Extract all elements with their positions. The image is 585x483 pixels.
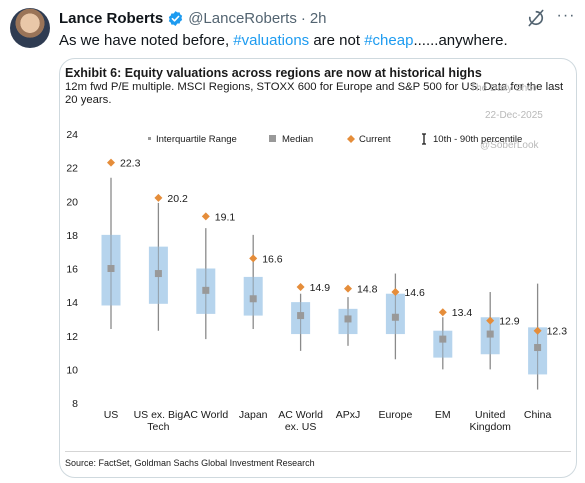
median-marker (344, 315, 352, 323)
watermark-brand: The Daily Shot (470, 83, 536, 94)
legend-current-label: Current (359, 134, 391, 145)
current-marker (201, 212, 210, 221)
median-marker (534, 344, 542, 352)
current-value-label: 20.2 (167, 193, 188, 205)
x-tick-label: ex. US (285, 421, 317, 433)
y-tick-label: 14 (66, 297, 78, 309)
y-tick-label: 16 (66, 264, 78, 276)
current-value-label: 14.8 (357, 284, 378, 296)
current-marker (296, 282, 305, 291)
current-marker (154, 193, 163, 202)
median-marker (297, 312, 305, 320)
legend-iqr-label: Interquartile Range (156, 134, 237, 145)
x-tick-label: US (104, 409, 119, 421)
more-options-icon[interactable]: ··· (556, 7, 576, 24)
current-marker (486, 316, 495, 325)
exhibit-title: Exhibit 6: Equity valuations across regi… (65, 66, 482, 80)
tweet-text: As we have noted before, #valuations are… (59, 31, 508, 51)
y-tick-label: 10 (66, 364, 78, 376)
legend-median-label: Median (282, 134, 313, 145)
legend-median-marker (269, 135, 276, 142)
watermark-date: 22-Dec-2025 (485, 110, 543, 121)
tweet-text-part: are not (309, 32, 365, 49)
tweet-time[interactable]: 2h (309, 9, 327, 27)
y-tick-label: 24 (66, 129, 78, 141)
boxplot-chart: 8 10 12 14 16 18 20 22 24 Interquartile Range Medi… (66, 129, 568, 433)
x-tick-label: US ex. Big (134, 409, 184, 421)
x-tick-label: AC World (278, 409, 323, 421)
x-tick-label: Kingdom (469, 421, 511, 433)
current-marker (107, 158, 115, 167)
author-handle[interactable]: @LanceRoberts (188, 9, 297, 27)
y-tick-label: 8 (72, 398, 78, 410)
x-tick-label: AC World (183, 409, 228, 421)
avatar[interactable] (10, 8, 50, 48)
y-tick-label: 22 (66, 163, 78, 175)
attached-image[interactable]: Exhibit 6: Equity valuations across regi… (59, 58, 577, 478)
current-value-label: 12.3 (547, 326, 568, 338)
current-value-label: 16.6 (262, 253, 283, 265)
median-marker (107, 265, 115, 272)
current-value-label: 14.9 (310, 282, 331, 294)
current-value-label: 22.3 (120, 158, 141, 170)
author-name[interactable]: Lance Roberts (59, 9, 164, 27)
source-note: Source: FactSet, Goldman Sachs Global In… (65, 458, 315, 468)
median-marker (202, 286, 210, 294)
y-tick-label: 20 (66, 196, 78, 208)
x-tick-label: Japan (239, 409, 268, 421)
x-tick-label: Tech (147, 421, 169, 433)
x-tick-label: China (524, 409, 552, 421)
legend-iqr-marker (148, 137, 151, 140)
current-marker (438, 308, 447, 317)
current-marker (391, 288, 400, 297)
grok-icon[interactable] (526, 8, 546, 28)
median-marker (249, 295, 257, 303)
y-tick-label: 18 (66, 230, 78, 242)
x-tick-label: APxJ (336, 409, 361, 421)
legend-current-marker (347, 135, 355, 143)
median-marker (486, 330, 494, 338)
y-tick-label: 12 (66, 331, 78, 343)
x-tick-label: United (475, 409, 506, 421)
x-tick-label: Europe (378, 409, 412, 421)
tweet-header: Lance Roberts @LanceRoberts · 2h (59, 8, 327, 28)
hashtag-link[interactable]: #cheap (364, 32, 414, 49)
divider (65, 451, 571, 452)
median-marker (154, 270, 162, 278)
watermark-handle: @SoberLook (480, 140, 539, 151)
verified-badge-icon (169, 10, 183, 26)
median-marker (391, 313, 399, 321)
legend-percentile-marker (422, 133, 426, 145)
current-marker (249, 254, 258, 263)
tweet-text-part: ......anywhere. (413, 32, 508, 49)
separator-dot: · (300, 9, 306, 27)
hashtag-link[interactable]: #valuations (233, 32, 310, 49)
current-value-label: 12.9 (499, 316, 520, 328)
current-marker (344, 284, 352, 293)
current-value-label: 13.4 (452, 307, 473, 319)
current-marker (533, 326, 542, 335)
x-tick-label: EM (435, 409, 451, 421)
median-marker (439, 335, 447, 343)
legend-percentile-label: 10th - 90th percentile (433, 134, 522, 145)
exhibit-subtitle: 12m fwd P/E multiple. MSCI Regions, STOX… (65, 81, 564, 106)
current-value-label: 19.1 (215, 211, 236, 223)
tweet-text-part: As we have noted before, (59, 32, 234, 49)
current-value-label: 14.6 (404, 287, 425, 299)
